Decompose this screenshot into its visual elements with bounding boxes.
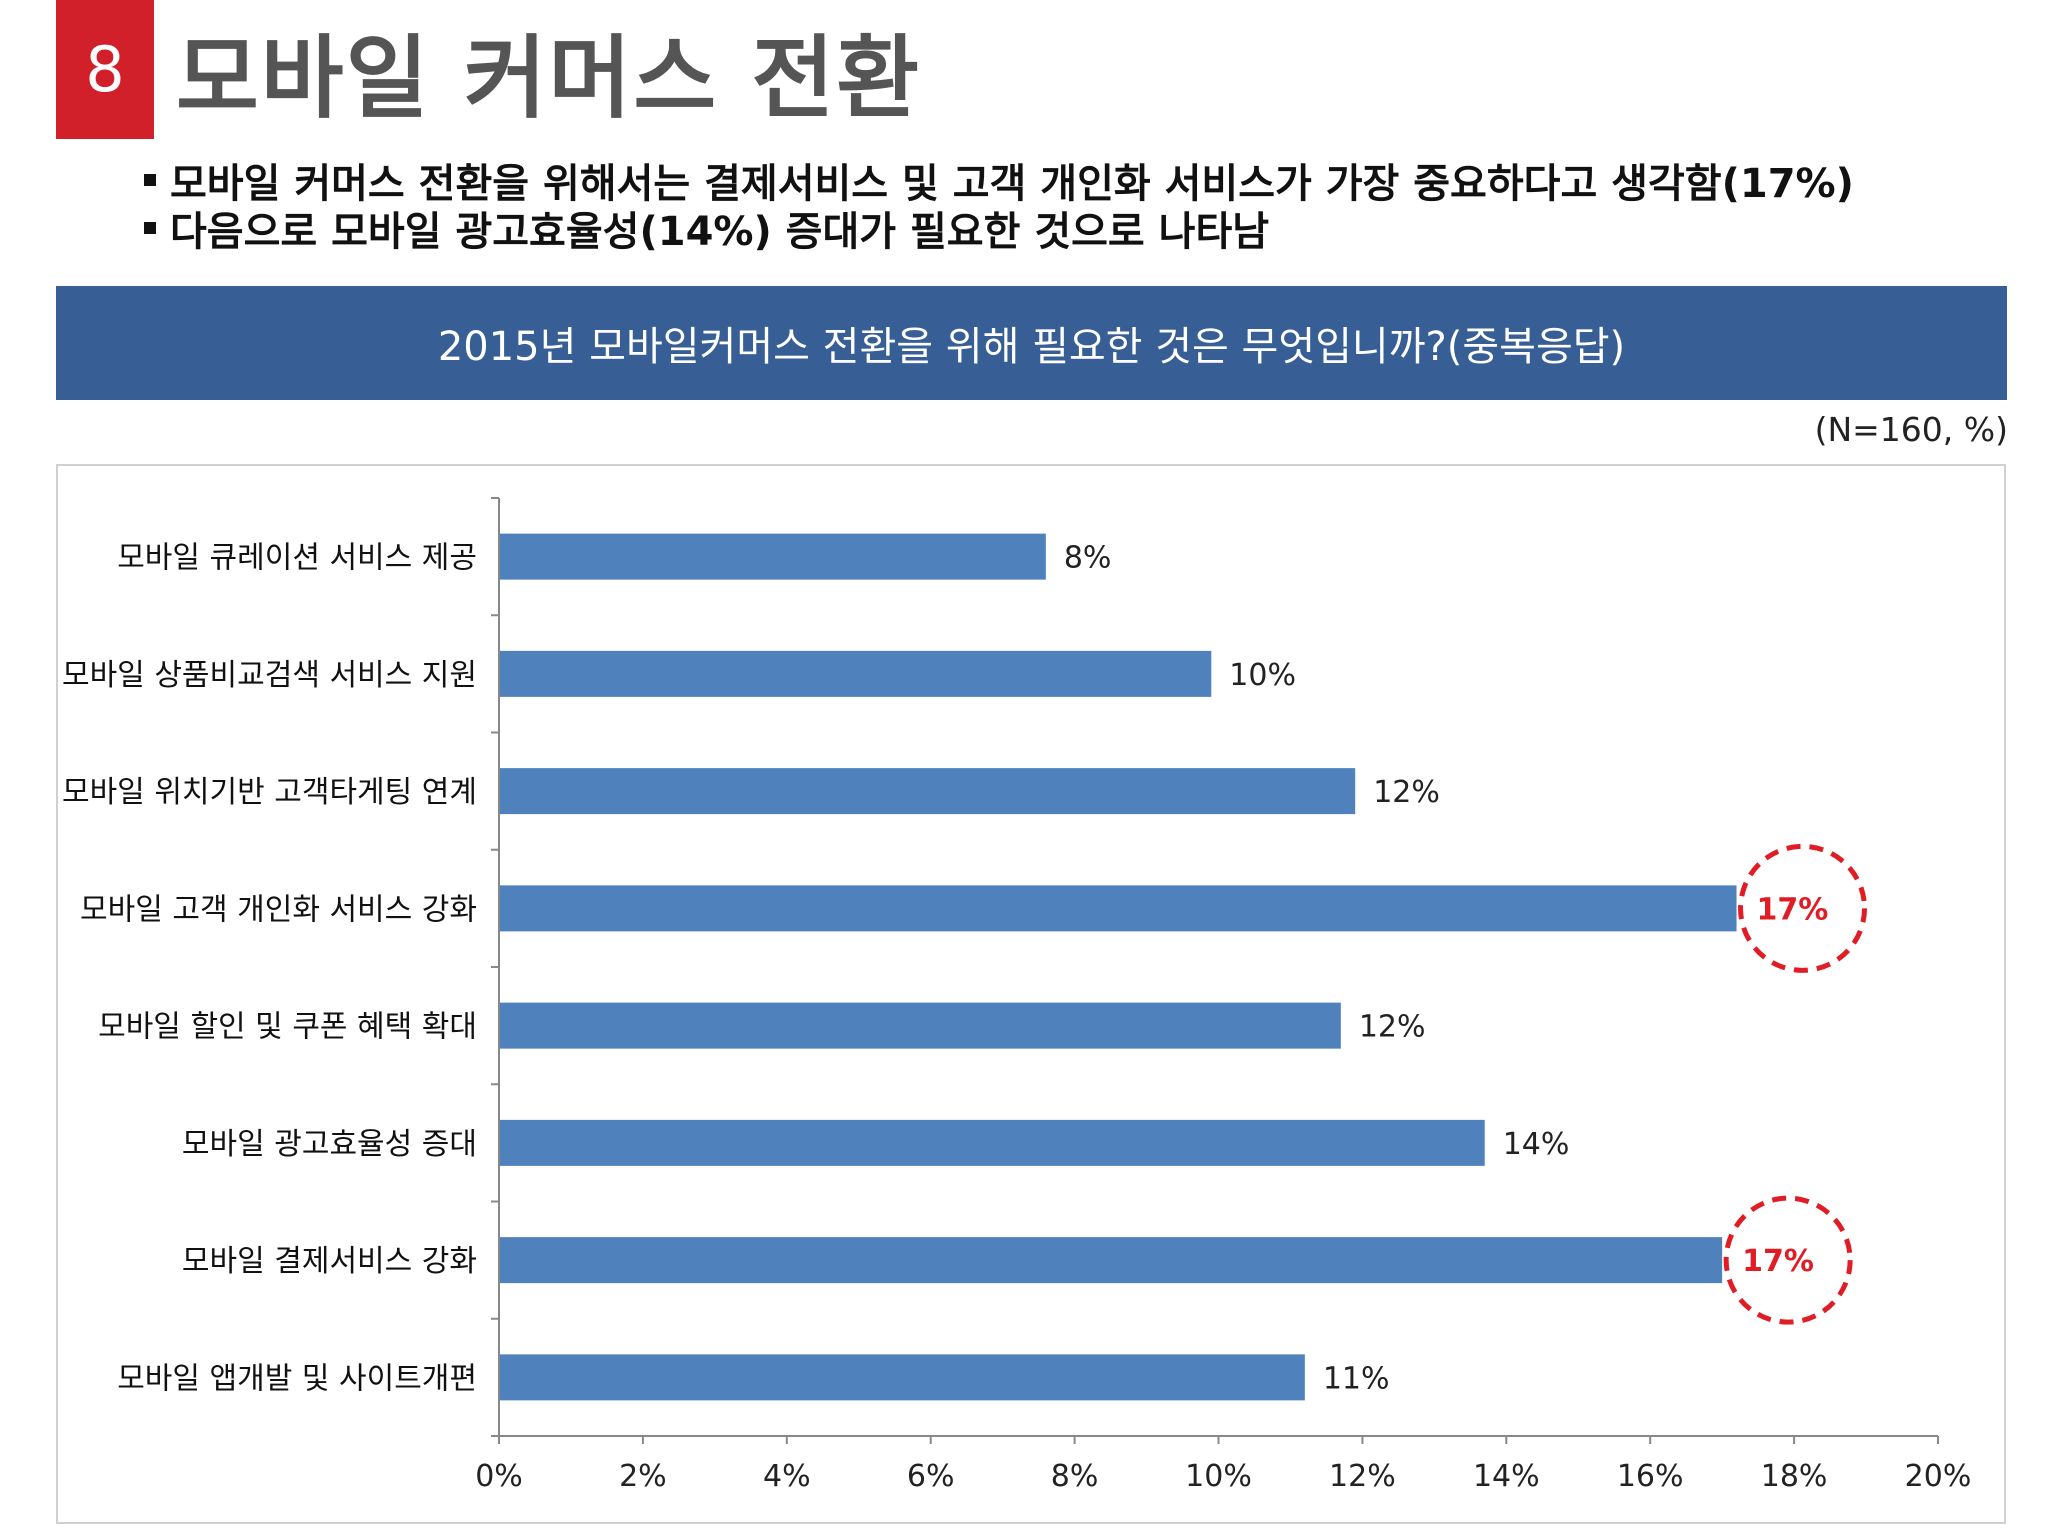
x-tick-label: 20% <box>1905 1459 1972 1494</box>
slide-title: 모바일 커머스 전환 <box>176 26 922 131</box>
highlight-circle <box>1738 843 1868 973</box>
summary-bullet-text: 모바일 커머스 전환을 위해서는 결제서비스 및 고객 개인화 서비스가 가장 … <box>170 161 1854 207</box>
bar <box>500 1002 1341 1049</box>
bar <box>500 885 1737 932</box>
x-tick-label: 8% <box>1051 1459 1099 1494</box>
question-banner: 2015년 모바일커머스 전환을 위해 필요한 것은 무엇입니까?(중복응답) <box>56 286 2007 400</box>
bar <box>500 1237 1723 1284</box>
slide-number: 8 <box>85 33 125 106</box>
summary-bullet-1: 모바일 커머스 전환을 위해서는 결제서비스 및 고객 개인화 서비스가 가장 … <box>144 160 1854 208</box>
data-label-highlight: 17% <box>1757 892 1829 927</box>
bullet-square-icon <box>144 222 156 234</box>
sample-size-note: (N=160, %) <box>1814 410 2008 449</box>
category-label: 모바일 상품비교검색 서비스 지원 <box>62 658 477 693</box>
x-tick-label: 18% <box>1761 1459 1828 1494</box>
data-label: 8% <box>1064 541 1112 576</box>
summary-bullets: 모바일 커머스 전환을 위해서는 결제서비스 및 고객 개인화 서비스가 가장 … <box>144 160 1854 256</box>
summary-bullet-text: 다음으로 모바일 광고효율성(14%) 증대가 필요한 것으로 나타남 <box>170 209 1270 255</box>
category-label: 모바일 할인 및 쿠폰 혜택 확대 <box>98 1010 477 1045</box>
category-label: 모바일 큐레이션 서비스 제공 <box>117 541 477 576</box>
bar <box>500 533 1046 580</box>
x-tick-label: 6% <box>907 1459 955 1494</box>
x-tick-label: 12% <box>1329 1459 1396 1494</box>
highlight-circle <box>1723 1195 1853 1325</box>
bullet-square-icon <box>144 174 156 186</box>
x-tick-label: 0% <box>475 1459 523 1494</box>
question-text: 2015년 모바일커머스 전환을 위해 필요한 것은 무엇입니까?(중복응답) <box>437 324 1626 370</box>
data-label: 12% <box>1373 775 1440 810</box>
x-tick-label: 10% <box>1185 1459 1252 1494</box>
bar <box>500 650 1212 697</box>
bar <box>500 1119 1485 1166</box>
slide-number-badge: 8 <box>56 0 154 139</box>
bar <box>500 768 1356 815</box>
data-label-highlight: 17% <box>1742 1244 1814 1279</box>
bar-chart: 0% 2% 4% 6% 8% 10% 12% 14% 16% 18% 20% 모바일 큐레이션 서비스… <box>62 497 1972 1494</box>
data-label: 12% <box>1359 1010 1426 1045</box>
data-label: 14% <box>1503 1127 1570 1162</box>
chart-frame: 0% 2% 4% 6% 8% 10% 12% 14% 16% 18% 20% 모바일 큐레이션 서비스… <box>56 464 2006 1524</box>
x-tick-label: 4% <box>763 1459 811 1494</box>
category-label: 모바일 위치기반 고객타게팅 연계 <box>62 775 477 810</box>
x-tick-label: 2% <box>619 1459 667 1494</box>
summary-bullet-2: 다음으로 모바일 광고효율성(14%) 증대가 필요한 것으로 나타남 <box>144 208 1854 256</box>
x-tick-label: 16% <box>1617 1459 1684 1494</box>
category-label: 모바일 고객 개인화 서비스 강화 <box>80 892 477 927</box>
category-label: 모바일 광고효율성 증대 <box>182 1127 477 1162</box>
data-label: 11% <box>1323 1361 1390 1396</box>
data-label: 10% <box>1229 658 1296 693</box>
category-label: 모바일 결제서비스 강화 <box>182 1244 477 1279</box>
bar <box>500 1354 1305 1401</box>
category-label: 모바일 앱개발 및 사이트개편 <box>117 1361 477 1396</box>
x-tick-label: 14% <box>1473 1459 1540 1494</box>
